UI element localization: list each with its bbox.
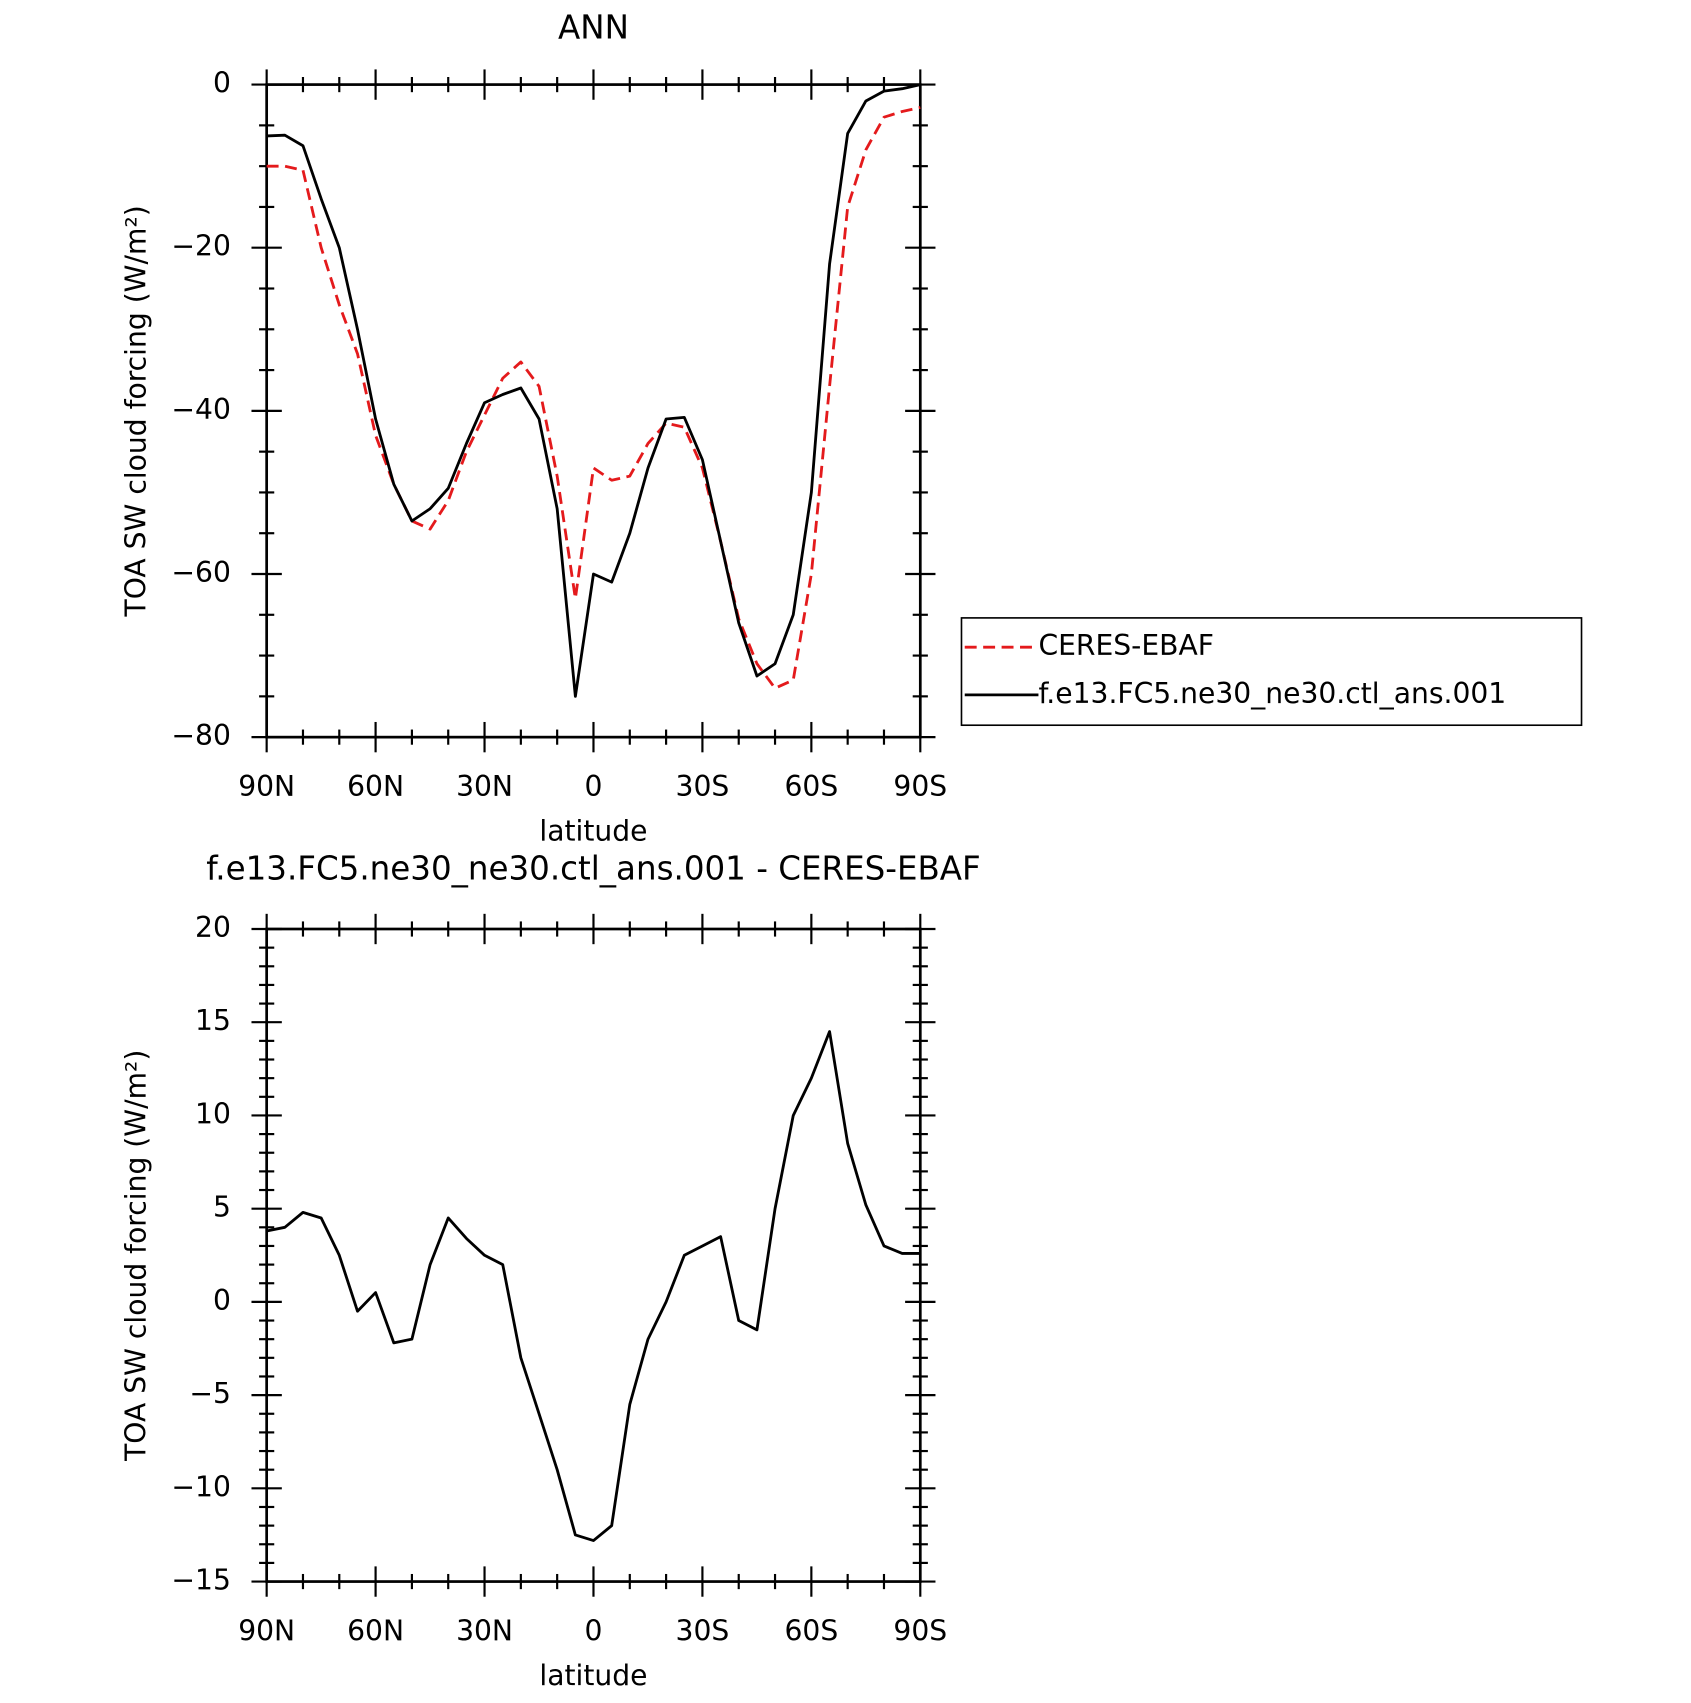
x-tick-label: 30S (676, 1615, 730, 1648)
x-tick-label: 0 (585, 770, 603, 803)
x-tick-label: 60N (347, 770, 404, 803)
y-tick-label: −40 (171, 393, 230, 426)
y-tick-label: 0 (213, 1284, 231, 1317)
plot-frame (265, 927, 922, 1583)
y-tick-label: −80 (171, 719, 230, 752)
chart-title: ANN (558, 8, 629, 46)
y-tick-label: −60 (171, 556, 230, 589)
y-tick-label: −15 (171, 1564, 230, 1597)
x-tick-label: 30N (456, 770, 513, 803)
y-tick-label: −20 (171, 230, 230, 263)
chart-title: f.e13.FC5.ne30_ne30.ctl_ans.001 - CERES-… (206, 849, 981, 887)
x-tick-label: 0 (585, 1615, 603, 1648)
y-tick-label: 5 (213, 1191, 231, 1224)
series-line (266, 83, 921, 698)
y-tick-label: 15 (195, 1004, 231, 1037)
x-tick-label: 90N (238, 770, 295, 803)
x-tick-label: 60S (784, 1615, 838, 1648)
y-tick-label: 0 (213, 67, 231, 100)
y-tick-label: −10 (171, 1470, 230, 1503)
y-axis-label: TOA SW cloud forcing (W/m²) (120, 205, 153, 617)
x-tick-label: 90S (893, 770, 947, 803)
x-axis-label: latitude (539, 815, 647, 848)
x-tick-label: 60N (347, 1615, 404, 1648)
plot-frame (265, 83, 922, 739)
x-tick-label: 90S (893, 1615, 947, 1648)
y-tick-label: 10 (195, 1097, 231, 1130)
legend-box (960, 617, 1583, 727)
legend-label: f.e13.FC5.ne30_ne30.ctl_ans.001 (1038, 677, 1506, 710)
x-axis-label: latitude (539, 1659, 647, 1692)
x-tick-label: 90N (238, 1615, 295, 1648)
y-tick-label: 20 (195, 911, 231, 944)
y-tick-label: −5 (189, 1377, 231, 1410)
x-tick-label: 30N (456, 1615, 513, 1648)
series-line (266, 1030, 921, 1542)
x-tick-label: 60S (784, 770, 838, 803)
x-tick-label: 30S (676, 770, 730, 803)
legend-label: CERES-EBAF (1038, 629, 1214, 662)
series-line (266, 106, 921, 690)
y-axis-label: TOA SW cloud forcing (W/m²) (120, 1050, 153, 1462)
